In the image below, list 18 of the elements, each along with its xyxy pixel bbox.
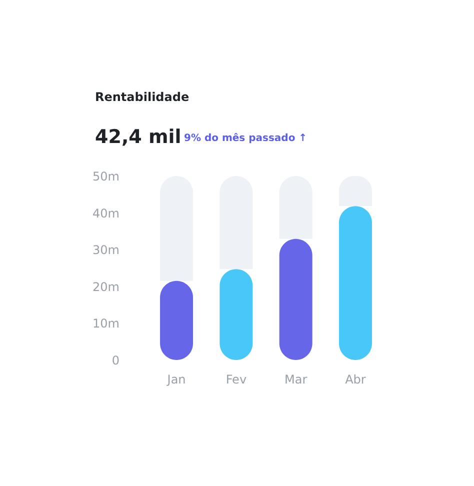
y-tick-label: 40m	[92, 206, 120, 220]
bar	[160, 176, 194, 281]
x-tick-label: Mar	[284, 372, 308, 386]
y-tick-label: 10m	[92, 316, 120, 331]
bar	[220, 176, 253, 270]
y-tick-label: 0	[112, 354, 120, 368]
y-tick-label: 50m	[92, 170, 120, 184]
y-tick-label: 20m	[92, 280, 120, 294]
bar	[279, 176, 312, 239]
bar	[338, 206, 372, 360]
chart-title: Rentabilidade	[95, 90, 190, 104]
x-tick-label: Abr	[345, 372, 366, 386]
x-tick-label: Jan	[166, 372, 186, 386]
text: 9% do mês passado ↑	[184, 133, 308, 144]
y-tick-label: 30m	[92, 243, 120, 258]
chart-subtitle: 42,4 mil	[95, 126, 182, 148]
bar	[279, 238, 312, 360]
x-tick-label: Fev	[226, 372, 247, 386]
